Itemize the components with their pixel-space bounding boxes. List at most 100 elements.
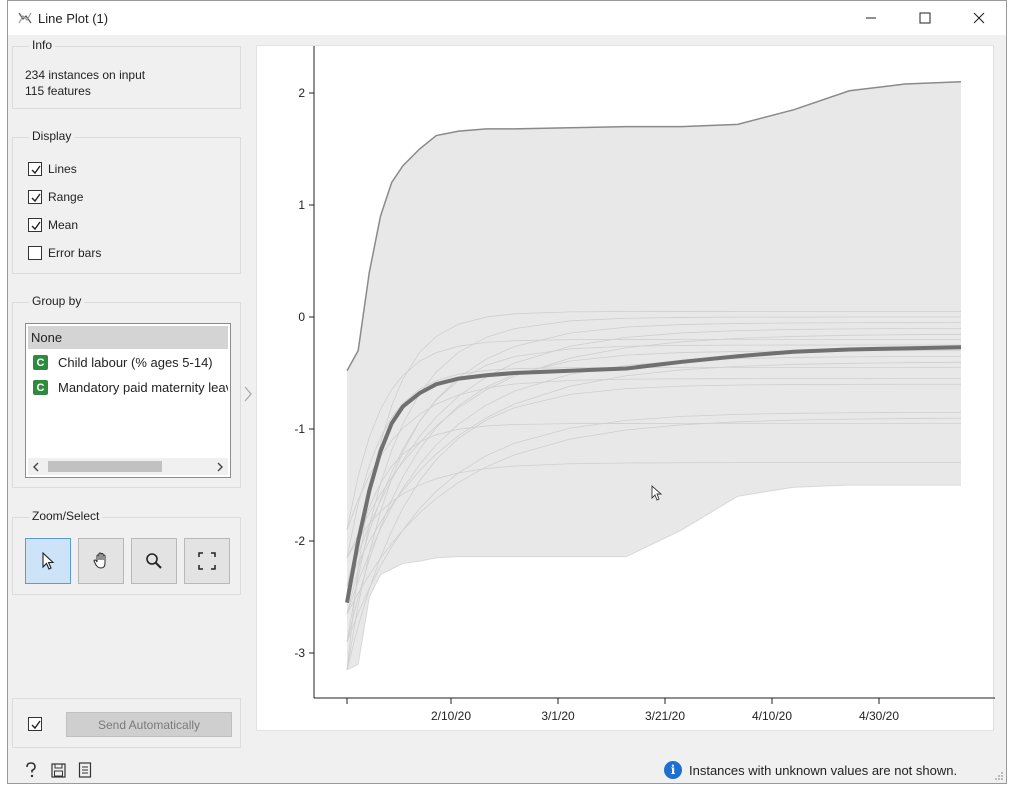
horizontal-scrollbar[interactable] <box>28 458 228 475</box>
group-by-group: Group by None C Child labour (% ages 5-1… <box>12 294 241 488</box>
instances-count: 234 instances on input <box>25 68 146 82</box>
mouse-cursor-icon <box>651 484 663 501</box>
hand-icon <box>93 552 106 569</box>
window-title: Line Plot (1) <box>38 11 109 26</box>
axes <box>313 46 995 699</box>
checkmark-icon <box>31 165 41 175</box>
range-min-line <box>346 484 961 671</box>
instance-line <box>346 310 962 670</box>
instance-line <box>346 355 962 614</box>
mean-line-group <box>345 345 962 603</box>
save-image-button[interactable] <box>49 761 67 779</box>
y-axis-ticks: 2 1 0 -1 -2 -3 <box>294 86 314 660</box>
range-checkbox[interactable]: Range <box>28 188 83 206</box>
zoom-select-title: Zoom/Select <box>29 509 103 523</box>
desktop-background <box>0 0 7 794</box>
cursor-arrow-icon <box>42 552 55 570</box>
display-group: Display Lines Range Mean Error bars <box>12 129 241 274</box>
instance-line <box>346 333 962 558</box>
mean-line <box>345 345 962 603</box>
lines-label: Lines <box>48 162 77 176</box>
x-tick-label: 2/10/20 <box>431 709 471 723</box>
help-icon[interactable] <box>22 761 40 779</box>
checkmark-icon <box>31 720 41 730</box>
scroll-right-button[interactable] <box>212 458 228 475</box>
group-by-item-child-labour[interactable]: C Child labour (% ages 5-14) <box>28 351 228 374</box>
continuous-variable-icon: C <box>33 355 48 370</box>
instance-line <box>346 411 962 642</box>
maximize-icon <box>919 12 931 24</box>
report-button[interactable] <box>76 761 94 779</box>
x-tick-label: 4/10/20 <box>752 709 792 723</box>
features-count: 115 features <box>25 84 91 98</box>
resize-grip-icon[interactable] <box>994 771 1004 781</box>
list-item-label: Child labour (% ages 5-14) <box>58 355 213 370</box>
maximize-button[interactable] <box>898 1 952 35</box>
line-plot-chart[interactable]: 2 1 0 -1 -2 -3 2/10/20 3/1/20 3/21/20 4/10/20 4/3… <box>257 46 995 732</box>
lines-checkbox[interactable]: Lines <box>28 160 77 178</box>
reset-zoom-button[interactable] <box>184 538 230 584</box>
select-tool-button[interactable] <box>25 538 71 584</box>
y-tick-label: -3 <box>294 646 305 660</box>
checkmark-icon <box>31 193 41 203</box>
checkmark-icon <box>31 221 41 231</box>
x-tick-label: 3/21/20 <box>645 709 685 723</box>
close-icon <box>973 12 985 24</box>
auto-send-checkbox[interactable] <box>28 717 42 731</box>
info-group: Info 234 instances on input 115 features <box>12 38 241 109</box>
instance-line <box>346 338 962 530</box>
x-tick-label: 3/1/20 <box>541 709 575 723</box>
y-tick-label: 0 <box>298 310 305 324</box>
display-title: Display <box>29 129 75 143</box>
send-automatically-button[interactable]: Send Automatically <box>66 712 232 737</box>
send-box: Send Automatically <box>12 698 241 748</box>
group-by-item-none[interactable]: None <box>28 326 228 349</box>
mean-check-box[interactable] <box>28 218 42 232</box>
instance-line <box>346 383 962 670</box>
instance-line <box>346 417 962 614</box>
magnifier-icon <box>146 553 162 569</box>
instance-line <box>346 422 962 586</box>
zoom-tool-button[interactable] <box>131 538 177 584</box>
group-by-item-maternity-leave[interactable]: C Mandatory paid maternity leave <box>28 376 228 399</box>
info-title: Info <box>29 38 56 52</box>
minimize-button[interactable] <box>844 1 898 35</box>
error-bars-check-box[interactable] <box>28 246 42 260</box>
error-bars-checkbox[interactable]: Error bars <box>28 244 101 262</box>
fit-view-icon <box>198 552 216 570</box>
y-tick-label: 1 <box>298 198 305 212</box>
range-band-area <box>347 81 961 670</box>
y-tick-label: -1 <box>294 422 305 436</box>
question-mark-icon <box>26 762 36 778</box>
x-tick-label: 4/30/20 <box>859 709 899 723</box>
instance-line <box>346 462 962 559</box>
x-axis-ticks: 2/10/20 3/1/20 3/21/20 4/10/20 4/30/20 <box>346 698 899 723</box>
title-bar[interactable]: Line Plot (1) <box>8 1 1006 35</box>
report-document-icon <box>78 762 92 778</box>
status-message: Instances with unknown values are not sh… <box>689 763 958 778</box>
pan-tool-button[interactable] <box>78 538 124 584</box>
close-button[interactable] <box>952 1 1006 35</box>
range-check-box[interactable] <box>28 190 42 204</box>
chevron-right-icon <box>217 462 223 471</box>
error-bars-label: Error bars <box>48 246 102 260</box>
line-plot-window: Line Plot (1) Info 234 instances on inpu… <box>7 0 1007 784</box>
plot-area[interactable]: 2 1 0 -1 -2 -3 2/10/20 3/1/20 3/21/20 4/10/20 4/3… <box>256 45 995 732</box>
lines-check-box[interactable] <box>28 162 42 176</box>
list-item-label: None <box>31 330 63 345</box>
range-max-line <box>346 81 962 372</box>
scrollbar-thumb[interactable] <box>48 461 162 472</box>
chevron-left-icon <box>33 462 39 471</box>
group-by-list[interactable]: None C Child labour (% ages 5-14) C Mand… <box>25 323 231 478</box>
minimize-icon <box>866 17 876 19</box>
zoom-select-group: Zoom/Select <box>12 509 241 595</box>
mean-checkbox[interactable]: Mean <box>28 216 78 234</box>
floppy-disk-icon <box>50 762 66 778</box>
collapse-panel-icon[interactable] <box>244 386 252 402</box>
scroll-left-button[interactable] <box>28 458 44 475</box>
range-band <box>346 81 962 671</box>
group-by-title: Group by <box>29 294 85 308</box>
info-icon: i <box>664 761 682 779</box>
mean-label: Mean <box>48 218 79 232</box>
y-tick-label: 2 <box>298 86 305 100</box>
